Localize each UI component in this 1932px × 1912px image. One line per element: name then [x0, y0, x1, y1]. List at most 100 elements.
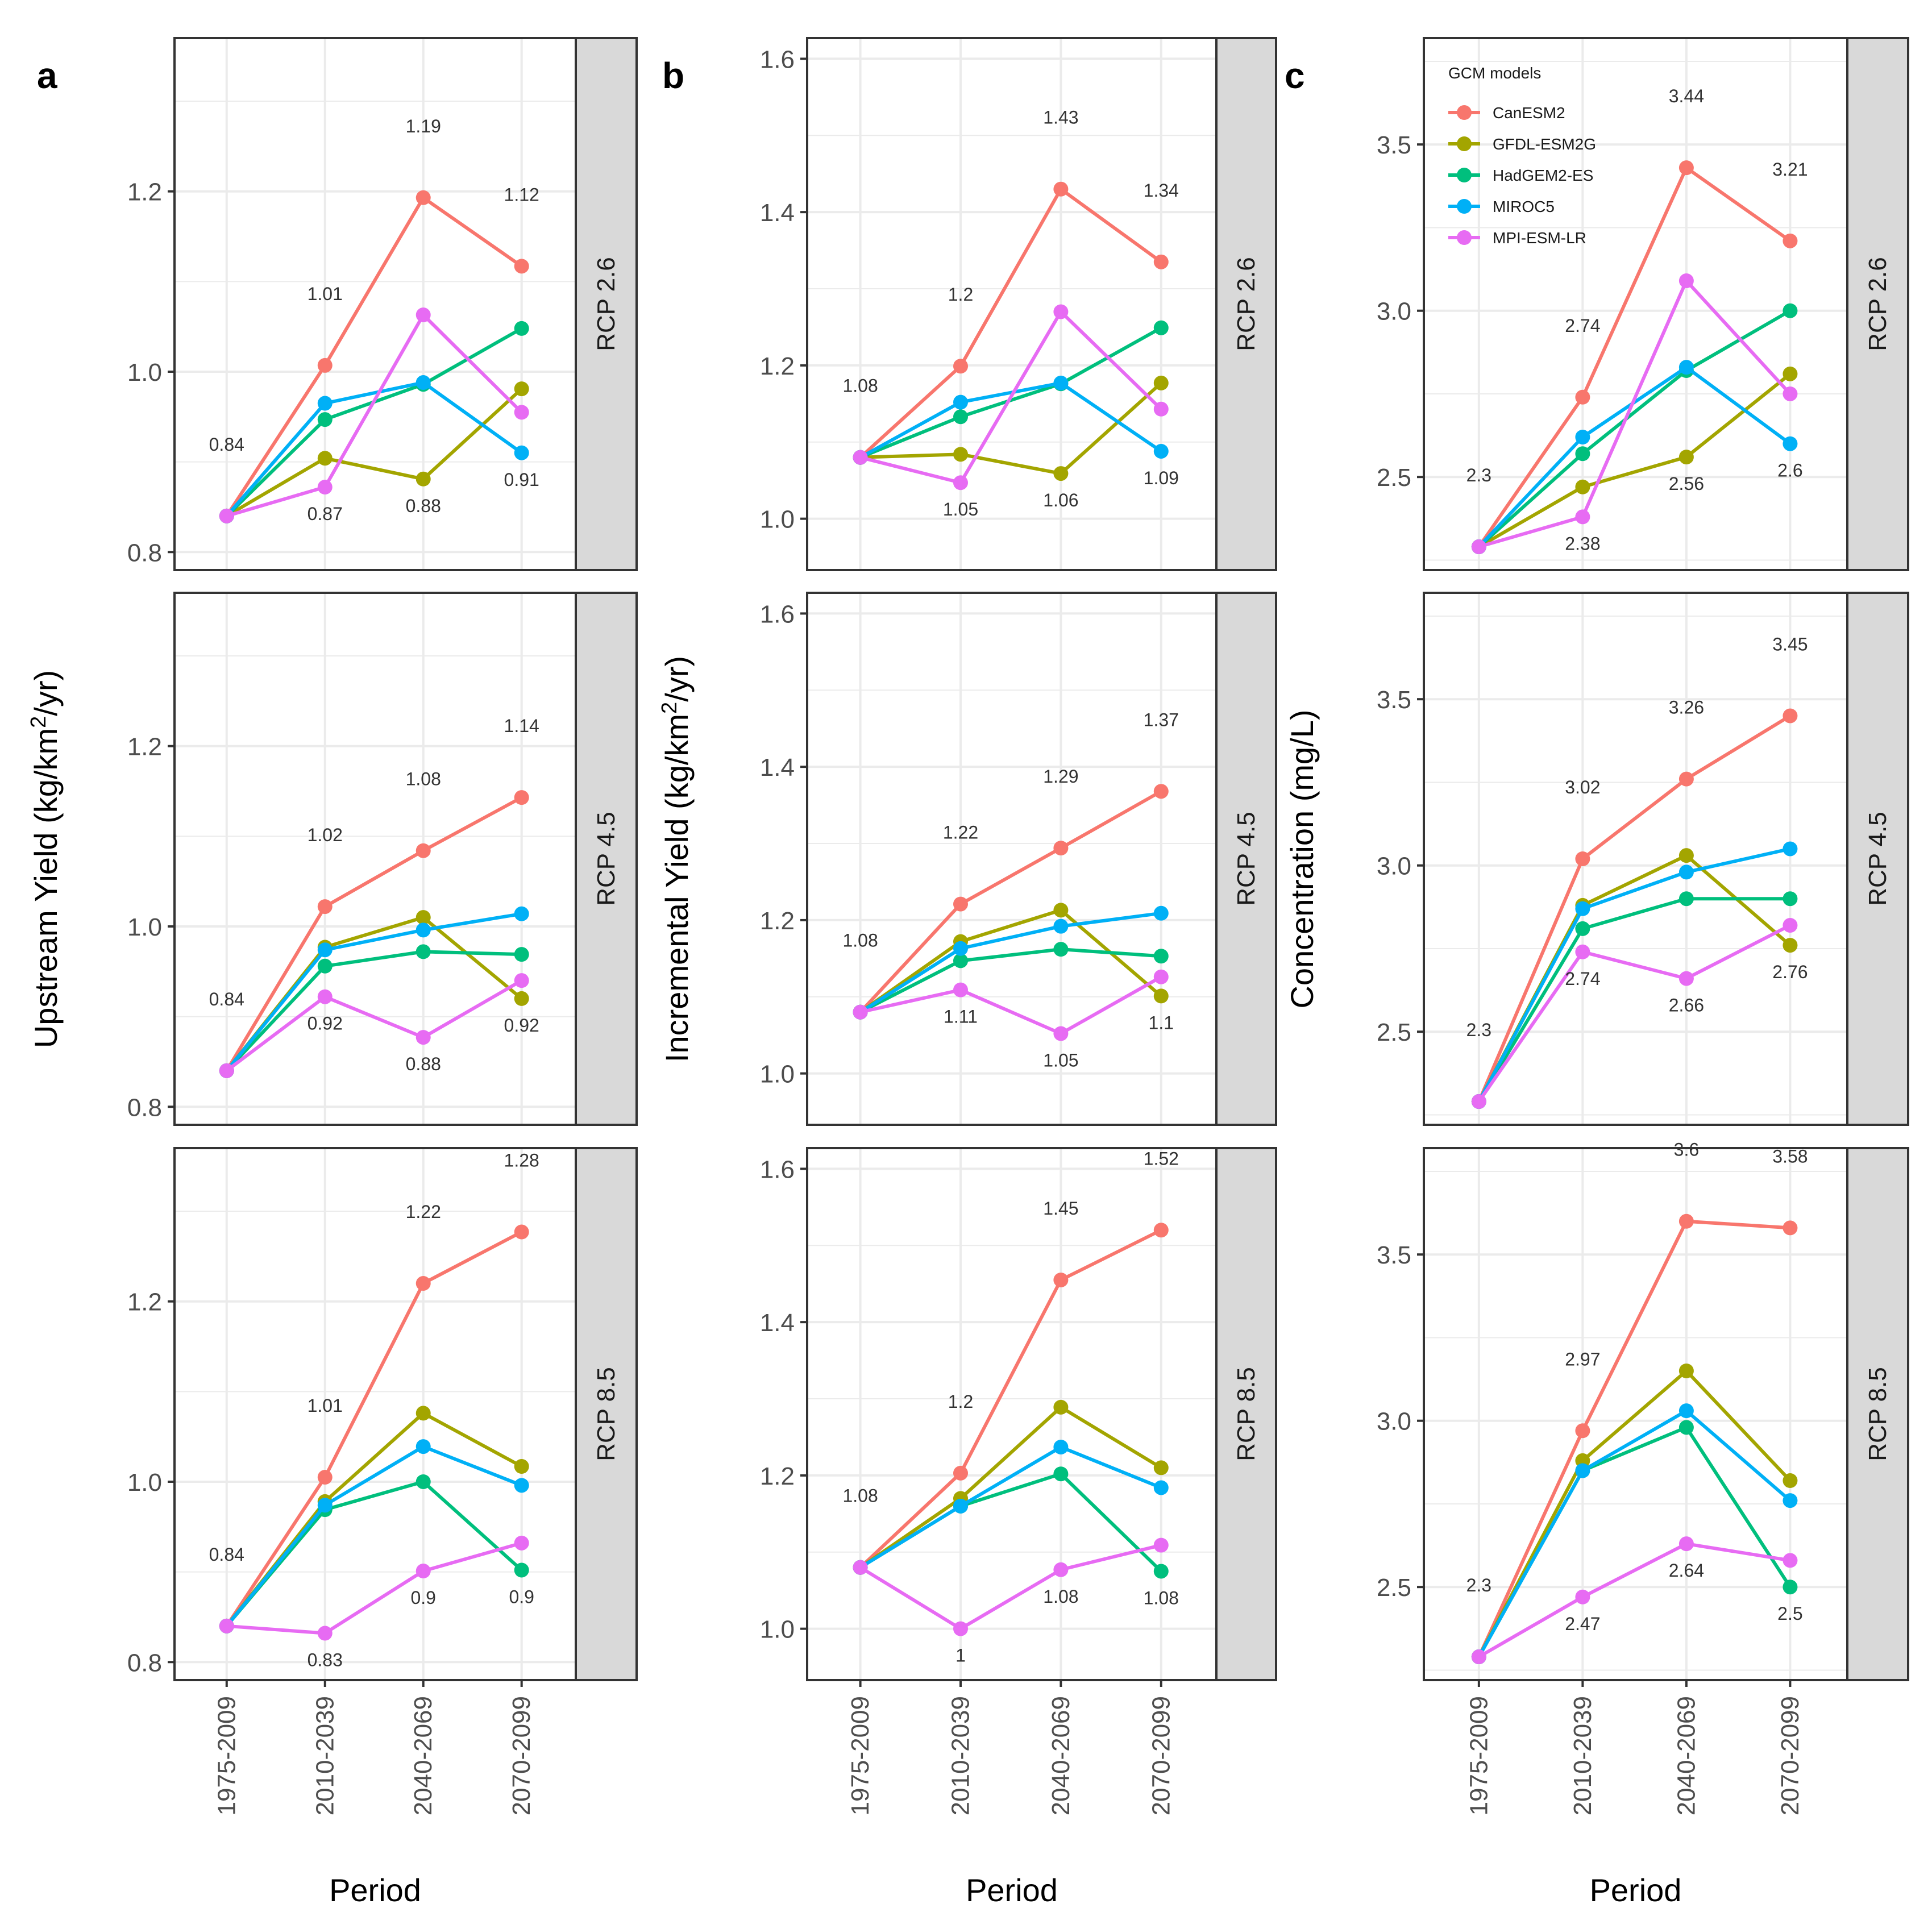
data-label: 1.14	[504, 716, 539, 736]
data-point-MPI-ESM-LR	[1678, 1536, 1694, 1552]
data-point-MPI-ESM-LR	[953, 475, 968, 491]
data-point-HadGEM2-ES	[317, 958, 333, 974]
data-point-MIROC5	[317, 942, 333, 958]
data-label: 3.45	[1772, 634, 1808, 654]
x-tick-label: 1975-2009	[1465, 1696, 1493, 1815]
series-line-MPI-ESM-LR	[1478, 279, 1792, 548]
series-line-CanESM2	[859, 789, 1162, 1013]
data-label: 0.88	[406, 1054, 441, 1074]
data-point-MIROC5	[416, 375, 431, 390]
y-tick-label: 1.4	[760, 1309, 795, 1337]
series-line-CanESM2	[859, 1228, 1162, 1569]
x-tick-label: 2070-2099	[508, 1696, 535, 1815]
legend-item-label: MIROC5	[1493, 198, 1555, 215]
facet-strip-label: RCP 2.6	[1232, 257, 1260, 351]
data-point-CanESM2	[1678, 771, 1694, 787]
facet-b-2: 1.0 1.2 1.4 1.6 RCP 4.5 1.08 1.22 1.11 1.29 1.05 1…	[760, 592, 1277, 1126]
facet-strip-label: RCP 4.5	[1232, 812, 1260, 906]
data-point-CanESM2	[1783, 1220, 1798, 1236]
data-point-MIROC5	[1678, 1403, 1694, 1419]
data-label: 2.5	[1777, 1603, 1802, 1624]
panel-border	[1423, 37, 1848, 571]
y-tick-label: 1.2	[127, 733, 162, 761]
y-tick-label: 1.0	[127, 913, 162, 941]
data-point-CanESM2	[317, 899, 333, 915]
data-label: 2.3	[1466, 1020, 1491, 1040]
data-point-MIROC5	[1575, 430, 1590, 444]
data-label: 1.45	[1043, 1198, 1078, 1219]
y-axis-title-main: Upstream Yield (kg/km	[28, 728, 64, 1048]
series-line-MIROC5	[859, 1445, 1162, 1569]
data-point-MIROC5	[953, 1498, 968, 1514]
data-label: 1.43	[1043, 107, 1078, 128]
y-tick-label: 0.8	[127, 1649, 162, 1677]
facet-strip-label: RCP 2.6	[592, 257, 620, 351]
facet-a-2: 0.8 1.0 1.2 RCP 4.5 0.84 1.02 0.92 1.08 0.88 1.14…	[127, 592, 638, 1126]
data-point-MIROC5	[514, 445, 529, 460]
series-line-GFDL-ESM2G	[1477, 854, 1792, 1103]
y-axis-title-main: Concentration (mg/L)	[1284, 709, 1320, 1008]
data-label: 0.9	[410, 1587, 435, 1608]
data-point-HadGEM2-ES	[1153, 949, 1169, 964]
data-point-MPI-ESM-LR	[1153, 401, 1169, 417]
y-tick-label: 1.6	[760, 600, 795, 628]
data-point-CanESM2	[1153, 254, 1169, 269]
data-point-CanESM2	[514, 259, 529, 274]
data-label: 2.56	[1669, 473, 1704, 494]
data-point-HadGEM2-ES	[1575, 921, 1590, 936]
data-point-HadGEM2-ES	[1678, 891, 1694, 907]
panel-border	[1423, 592, 1848, 1126]
data-point-GFDL-ESM2G	[1153, 1460, 1169, 1475]
facet-strip-label: RCP 4.5	[1864, 812, 1892, 906]
legend-item-label: GFDL-ESM2G	[1493, 135, 1596, 153]
data-label: 2.66	[1669, 995, 1704, 1016]
data-point-MPI-ESM-LR	[1471, 539, 1486, 555]
data-point-MIROC5	[317, 1498, 333, 1513]
x-axis-title: Period	[329, 1872, 421, 1908]
data-label: 2.6	[1777, 460, 1802, 481]
data-label: 0.83	[308, 1650, 343, 1670]
data-point-MPI-ESM-LR	[514, 405, 529, 420]
legend-key-point	[1457, 199, 1472, 214]
facet-strip	[1846, 592, 1909, 1126]
panel-border	[806, 37, 1218, 571]
data-point-GFDL-ESM2G	[953, 447, 968, 462]
data-point-CanESM2	[416, 843, 431, 858]
data-label: 2.97	[1565, 1349, 1600, 1369]
data-point-MPI-ESM-LR	[1678, 273, 1694, 289]
data-point-MPI-ESM-LR	[317, 480, 333, 495]
data-label: 0.84	[209, 434, 244, 455]
data-point-MPI-ESM-LR	[219, 508, 234, 523]
data-point-GFDL-ESM2G	[514, 1459, 529, 1474]
legend-item-label: MPI-ESM-LR	[1493, 229, 1586, 247]
data-point-MPI-ESM-LR	[1153, 969, 1169, 984]
y-tick-label: 1.4	[760, 754, 795, 782]
y-tick-label: 3.0	[1377, 298, 1411, 326]
data-point-MIROC5	[416, 1439, 431, 1454]
data-point-MPI-ESM-LR	[1471, 1649, 1486, 1665]
data-point-MIROC5	[514, 906, 529, 921]
facet-a-1: 0.8 1.0 1.2 RCP 2.6 0.84 1.01 0.87 1.19 0.88 1.12…	[127, 37, 638, 571]
data-point-CanESM2	[1153, 1223, 1169, 1238]
facet-strip-label: RCP 4.5	[592, 812, 620, 906]
data-point-CanESM2	[416, 190, 431, 205]
legend-key-point	[1457, 105, 1472, 120]
data-point-MIROC5	[953, 394, 968, 410]
series-line-CanESM2	[225, 796, 523, 1072]
data-label: 1.12	[504, 184, 539, 205]
data-point-MIROC5	[1783, 436, 1798, 451]
x-tick-label: 2040-2069	[1047, 1696, 1075, 1815]
y-tick-label: 1.6	[760, 45, 795, 73]
data-point-MIROC5	[1153, 1480, 1169, 1495]
data-point-MIROC5	[1783, 841, 1798, 857]
panel-letter-a: a	[37, 55, 57, 96]
data-point-MPI-ESM-LR	[317, 989, 333, 1004]
data-point-MPI-ESM-LR	[317, 1626, 333, 1641]
data-label: 1.02	[308, 825, 343, 845]
data-label: 1	[955, 1645, 966, 1666]
data-point-HadGEM2-ES	[1783, 1580, 1798, 1595]
x-tick-label: 1975-2009	[213, 1696, 240, 1815]
data-point-HadGEM2-ES	[514, 947, 529, 962]
data-point-MPI-ESM-LR	[219, 1063, 234, 1078]
